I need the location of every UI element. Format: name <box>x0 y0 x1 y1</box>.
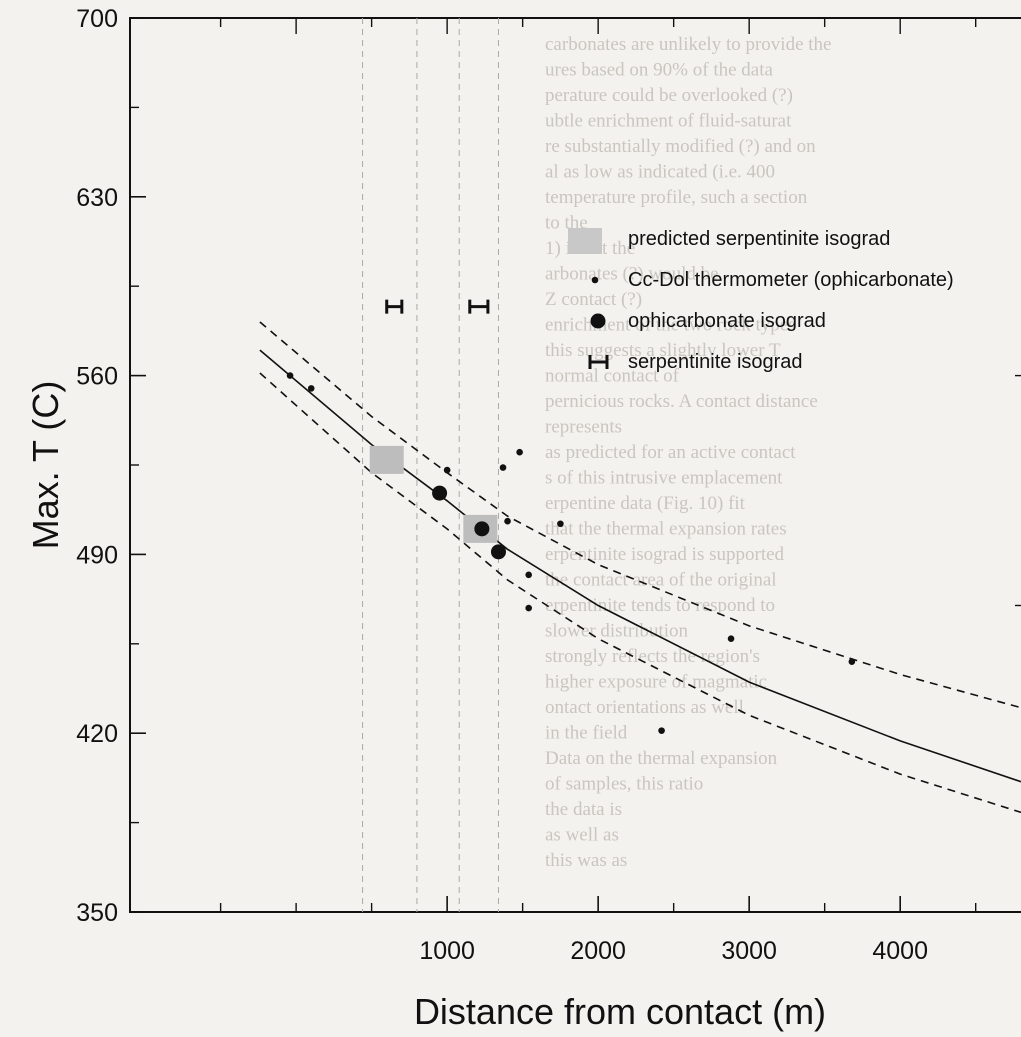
background-text-layer: carbonates are unlikely to provide the ur… <box>545 34 831 871</box>
legend-label: serpentinite isograd <box>628 351 803 373</box>
cc-dol-point <box>286 372 294 379</box>
model-curve-lower-bound <box>259 372 1021 814</box>
background-text-line: temperature profile, such a section <box>545 187 808 208</box>
background-text-line: as predicted for an active contact <box>545 442 796 463</box>
legend: predicted serpentinite isograd Cc-Dol the… <box>568 228 954 373</box>
cc-dol-point <box>727 635 735 642</box>
background-text-line: re substantially modified (?) and on <box>545 136 816 157</box>
cc-dol-point <box>504 517 511 525</box>
legend-symbol-big-dot <box>590 313 606 329</box>
background-text-line: perature could be overlooked (?) <box>545 85 793 106</box>
background-text-line: al as low as indicated (i.e. 400 <box>545 162 775 183</box>
background-text-line: erpentine data (Fig. 10) fit <box>545 493 746 514</box>
y-tick-label: 350 <box>76 899 118 927</box>
predicted-serpentinite-marker <box>369 445 404 474</box>
background-text-line: in the field <box>545 723 628 744</box>
background-text-line: erpentinite isograd is supported <box>545 544 785 565</box>
x-axis-title: Distance from contact (m) <box>414 991 826 1032</box>
serpentinite-isograd-errorbar <box>468 299 490 314</box>
y-tick-label: 560 <box>76 363 118 391</box>
y-tick-label: 630 <box>76 184 118 212</box>
cc-dol-point <box>658 727 665 734</box>
cc-dol-point <box>307 385 315 392</box>
background-text-line: ures based on 90% of the data <box>545 60 773 81</box>
serpentinite-isograd-errorbar <box>385 299 404 314</box>
cc-dol-point <box>443 466 451 474</box>
model-curve-upper-bound <box>259 321 1021 709</box>
cc-dol-point <box>516 448 523 456</box>
background-text-line: normal contact of <box>545 366 680 387</box>
legend-label: predicted serpentinite isograd <box>628 228 890 250</box>
background-text-line: as well as <box>545 825 619 846</box>
cc-dol-point <box>557 520 564 528</box>
cc-dol-point <box>499 464 507 471</box>
background-text-line: that the thermal expansion rates <box>545 519 787 540</box>
background-text-line: Z contact (?) <box>545 289 642 310</box>
y-axis-title: Max. T (C) <box>25 381 66 550</box>
legend-symbol-square <box>568 228 602 254</box>
x-tick-label: 2000 <box>570 937 626 965</box>
background-text-line: this suggests a slightly lower T <box>545 340 781 361</box>
background-text-line: of samples, this ratio <box>545 774 703 795</box>
background-text-line: represents <box>545 417 622 438</box>
background-text-line: higher exposure of magmatic <box>545 672 767 693</box>
background-text-line: slower distribution <box>545 621 689 642</box>
cc-dol-point <box>525 604 532 612</box>
background-text-line: the contact area of the original <box>545 570 777 591</box>
x-tick-label: 3000 <box>721 937 777 965</box>
background-text-line: the data is <box>545 799 622 820</box>
background-text-line: ontact orientations as well <box>545 697 744 718</box>
background-text-line: carbonates are unlikely to provide the <box>545 34 831 55</box>
cc-dol-point <box>848 658 856 665</box>
background-text-line: arbonates (?) would be <box>545 264 719 285</box>
background-text-line: pernicious rocks. A contact distance <box>545 391 818 412</box>
background-text-line: Data on the thermal expansion <box>545 748 778 769</box>
y-tick-label: 700 <box>76 5 118 33</box>
x-tick-label: 4000 <box>872 937 928 965</box>
ophicarbonate-isograd-point <box>490 544 506 560</box>
ophicarbonate-isograd-point <box>432 485 448 501</box>
ophicarbonate-isograd-point <box>474 521 490 537</box>
legend-label: Cc-Dol thermometer (ophicarbonate) <box>628 269 954 291</box>
y-tick-label: 420 <box>76 720 118 748</box>
legend-symbol-small-dot <box>591 276 599 284</box>
background-text-line: this was as <box>545 850 627 871</box>
y-tick-label: 490 <box>76 541 118 569</box>
background-text-line: erpentinite tends to respond to <box>545 595 775 616</box>
x-tick-label: 1000 <box>419 937 475 965</box>
cc-dol-point <box>525 571 532 579</box>
legend-label: ophicarbonate isograd <box>628 310 826 332</box>
background-text-line: enrichment of the two rock types <box>545 315 796 336</box>
background-text-line: strongly reflects the region's <box>545 646 760 667</box>
background-text-line: s of this intrusive emplacement <box>545 468 783 489</box>
background-text-line: ubtle enrichment of fluid-saturat <box>545 111 792 132</box>
